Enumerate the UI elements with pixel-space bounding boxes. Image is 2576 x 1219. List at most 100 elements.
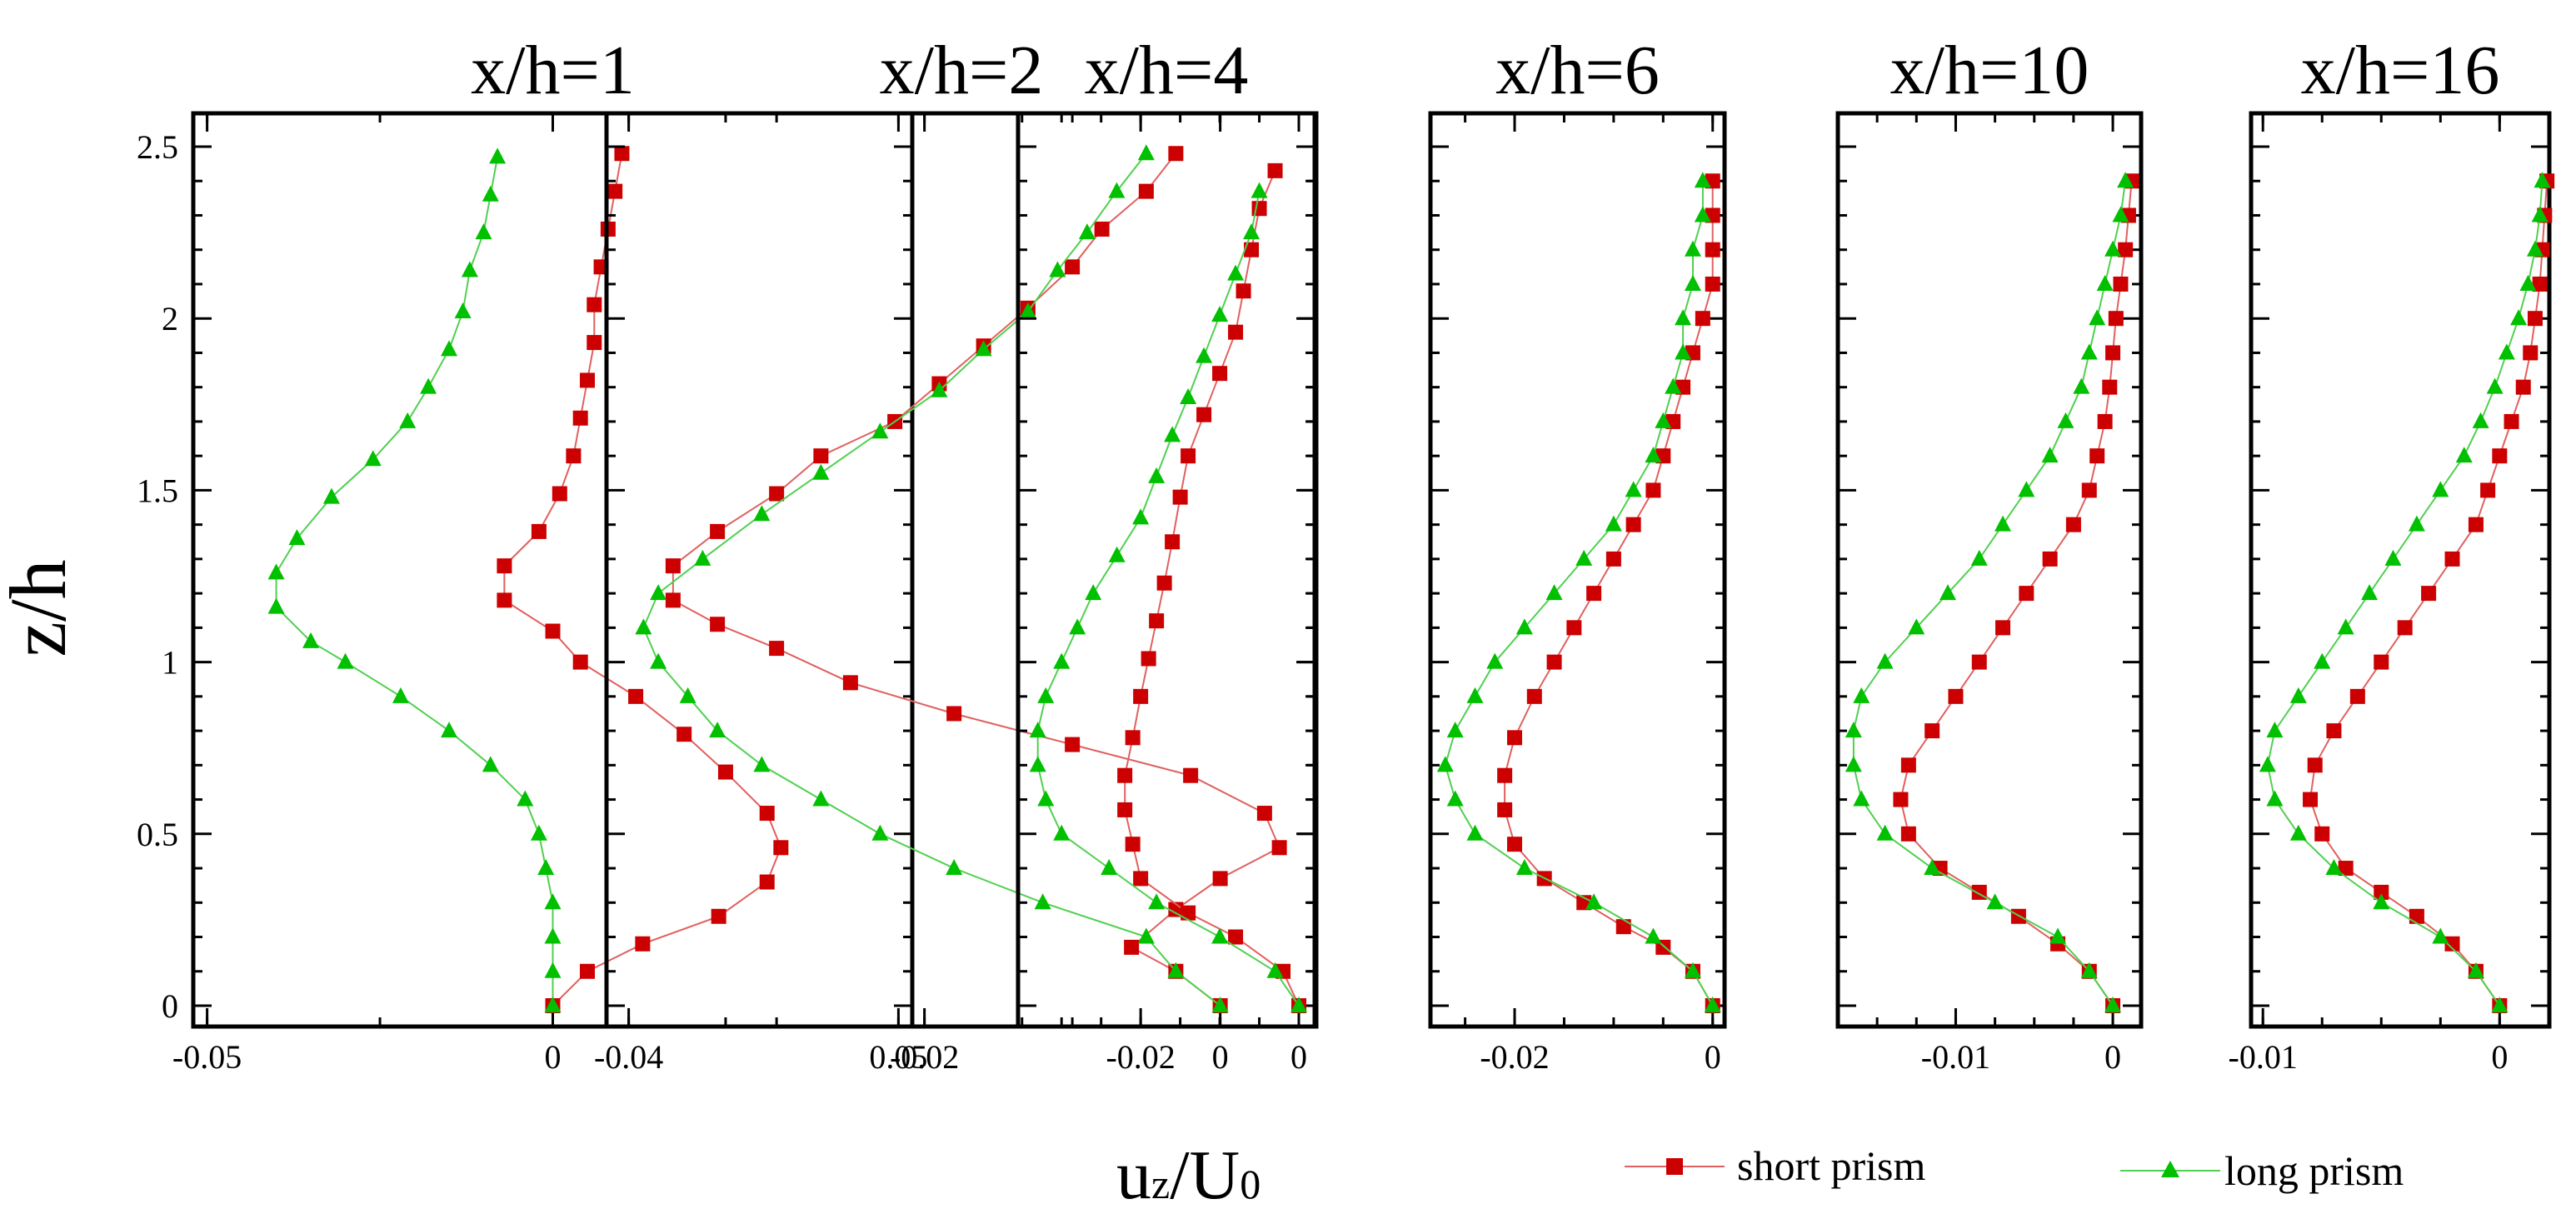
data-point-short-prism [1149,613,1165,629]
data-point-long-prism [288,529,306,546]
data-point-long-prism [1853,790,1870,807]
data-point-long-prism [1290,997,1308,1012]
data-point-short-prism [717,764,733,780]
data-point-long-prism [537,859,555,876]
data-point-long-prism [1675,343,1692,360]
data-point-long-prism [1675,309,1692,326]
data-point-long-prism [871,824,889,841]
data-point-long-prism [1167,962,1185,978]
data-point-short-prism [665,558,681,574]
x-tick-label: -0.02 [890,1038,959,1076]
data-point-short-prism [2444,551,2460,567]
data-point-long-prism [2531,206,2549,222]
y-axis-label: z/h [0,559,82,657]
data-point-short-prism [2515,379,2531,395]
data-point-long-prism [544,997,562,1012]
data-point-short-prism [1995,620,2011,636]
data-point-short-prism [2118,242,2134,257]
panel-1: x/h=1 -0.05 0 0.05 0 0.5 1 1.5 2 2.5 [137,32,927,1076]
data-point-short-prism [2081,482,2097,498]
panel-title: x/h=1 [471,32,635,109]
panel-frame [191,111,915,1029]
x-tick-label: 0 [2491,1038,2508,1076]
data-point-long-prism [1164,426,1181,442]
data-point-long-prism [2491,997,2509,1012]
data-point-long-prism [650,584,667,601]
data-point-short-prism [607,183,623,199]
data-point-long-prism [461,261,478,277]
panel-title: x/h=2 [880,32,1044,109]
data-point-short-prism [842,675,858,691]
data-point-long-prism [2432,927,2449,944]
data-point-long-prism [482,185,499,202]
x-tick-label: 0.05 [869,1038,927,1076]
data-point-long-prism [2104,997,2122,1012]
data-point-short-prism [1971,654,1987,670]
data-point-short-prism [2303,792,2319,807]
panel-4: x/h=6 -0.02 0 [1428,32,1727,1076]
data-point-short-prism [1615,919,1631,935]
data-point-short-prism [676,727,692,742]
data-point-short-prism [946,706,962,722]
data-point-long-prism [1585,893,1603,910]
x-tick-label: 0 [1705,1038,1721,1076]
data-point-short-prism [497,558,512,574]
panel-2: x/h=2 -0.04 -0.02 0 [594,32,1319,1076]
data-point-long-prism [1446,722,1464,738]
data-point-long-prism [322,487,340,504]
data-point-short-prism [1566,620,1582,636]
x-axis-label-divisor: /U [1170,1137,1240,1214]
data-point-long-prism [1101,859,1118,876]
data-point-long-prism [1466,824,1484,841]
data-point-long-prism [2104,240,2122,257]
data-point-long-prism [1486,652,1504,669]
data-point-long-prism [420,377,437,394]
series-line-long-prism [1444,181,1714,1007]
data-point-long-prism [1266,962,1284,978]
data-point-long-prism [1466,687,1484,703]
x-tick-label: 0 [2104,1038,2121,1076]
data-point-short-prism [1900,757,1916,773]
data-point-short-prism [1925,723,1940,739]
data-point-long-prism [2089,309,2106,326]
data-point-short-prism [1251,201,1267,217]
data-point-short-prism [579,963,595,979]
data-point-short-prism [2480,482,2496,498]
data-point-short-prism [1228,324,1244,340]
data-point-long-prism [753,756,771,772]
data-point-long-prism [1180,388,1197,405]
data-point-long-prism [679,687,696,703]
x-tick-label: -0.02 [1480,1038,1549,1076]
panel-frame [2249,111,2552,1029]
data-point-long-prism [1251,182,1268,198]
data-point-long-prism [1575,549,1593,566]
data-point-short-prism [1705,242,1720,257]
data-point-long-prism [709,722,726,738]
data-point-long-prism [2112,206,2129,222]
data-point-long-prism [454,302,472,318]
y-tick-label: 1.5 [137,472,178,509]
data-point-long-prism [1908,618,1925,635]
data-point-short-prism [1271,840,1287,856]
data-point-long-prism [392,687,409,703]
data-point-long-prism [1085,584,1102,601]
x-tick-label: -0.01 [1921,1038,1990,1076]
data-point-long-prism [2080,962,2098,978]
data-point-long-prism [2018,481,2035,497]
data-point-long-prism [364,450,382,467]
panel-6: x/h=16 -0.01 0 [2229,32,2555,1076]
data-point-long-prism [1845,756,1862,772]
data-point-short-prism [1212,366,1228,382]
data-point-long-prism [2519,274,2537,291]
data-point-short-prism [2108,311,2124,327]
data-point-short-prism [2374,654,2389,670]
data-point-short-prism [1497,802,1513,817]
data-point-long-prism [2266,790,2284,807]
data-point-short-prism [1507,837,1523,852]
data-point-short-prism [759,806,775,822]
legend-marker-long-prism [2161,1161,2179,1177]
data-point-short-prism [497,592,512,608]
data-point-long-prism [635,618,652,635]
y-tick-label: 0 [162,987,178,1025]
